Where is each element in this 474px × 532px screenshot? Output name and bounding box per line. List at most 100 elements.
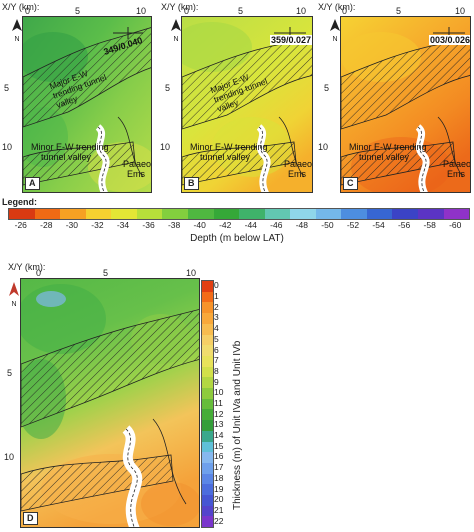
depth-colorbar-tick-label: -32 — [91, 220, 104, 230]
north-label-a: N — [14, 36, 20, 43]
north-arrow-a: N — [12, 18, 22, 43]
north-arrow-b: N — [171, 18, 181, 43]
x-tick-5-b: 5 — [238, 6, 244, 16]
north-label-b: N — [173, 36, 179, 43]
ems-label-a-2: Ems — [127, 169, 145, 179]
depth-colorbar-tick-label: -60 — [449, 220, 462, 230]
thickness-colorbar-tick-label: 1 — [214, 291, 219, 302]
y-tick-5-b: 5 — [165, 83, 171, 93]
depth-colorbar-swatch — [392, 209, 418, 219]
depth-colorbar-swatch — [162, 209, 188, 219]
depth-colorbar — [8, 208, 470, 220]
thickness-colorbar-tick-label: 2 — [214, 301, 219, 312]
thickness-colorbar-tick-label: 10 — [214, 387, 224, 398]
thickness-colorbar-swatch — [202, 452, 213, 463]
panel-letter-c: C — [343, 177, 358, 190]
minor-valley-label-c-1: Minor E-W trending — [349, 142, 427, 152]
north-label-d: N — [11, 301, 17, 308]
depth-colorbar-labels: -26 -28 -30 -32 -34 -36 -38 -40 -42 -44 -46 -48 -50 -… — [8, 220, 468, 232]
y-tick-5-d: 5 — [7, 368, 13, 378]
depth-colorbar-swatch — [60, 209, 86, 219]
north-arrow-c: N — [330, 18, 340, 43]
depth-colorbar-swatch — [111, 209, 137, 219]
thickness-colorbar-swatch — [202, 430, 213, 442]
thickness-colorbar — [201, 280, 214, 528]
thickness-colorbar-tick-label: 12 — [214, 408, 224, 419]
thickness-colorbar-tick-label: 7 — [214, 355, 219, 366]
x-tick-5-c: 5 — [396, 6, 402, 16]
thickness-colorbar-swatch — [202, 313, 213, 324]
thickness-colorbar-swatch — [202, 484, 213, 496]
depth-colorbar-tick-label: -48 — [295, 220, 309, 230]
thickness-colorbar-swatch — [202, 516, 213, 528]
thickness-colorbar-tick-label: 6 — [214, 344, 219, 355]
depth-map-b — [182, 17, 312, 192]
depth-colorbar-swatch — [239, 209, 265, 219]
thickness-colorbar-tick-label: 22 — [214, 515, 224, 526]
ems-label-b-2: Ems — [288, 169, 306, 179]
thickness-colorbar-swatch — [202, 291, 213, 303]
bearing-label-b: 359/0.027 — [270, 35, 312, 45]
y-tick-10-d: 10 — [4, 452, 15, 462]
thickness-colorbar-swatch — [202, 334, 213, 346]
thickness-colorbar-tick-label: 18 — [214, 472, 224, 483]
thickness-colorbar-swatch — [202, 473, 213, 485]
thickness-colorbar-tick-label: 5 — [214, 333, 219, 344]
depth-map-c — [341, 17, 470, 192]
map-panel-a: 349/0.040 Major E-W trending tunnel vall… — [22, 16, 152, 193]
thickness-colorbar-swatch — [202, 388, 213, 399]
thickness-colorbar-swatch — [202, 366, 213, 378]
depth-colorbar-tick-label: -26 — [14, 220, 27, 230]
thickness-colorbar-swatch — [202, 281, 213, 292]
thickness-colorbar-swatch — [202, 441, 213, 453]
thickness-colorbar-swatch — [202, 345, 213, 356]
depth-colorbar-tick-label: -50 — [321, 220, 334, 230]
thickness-colorbar-swatch — [202, 377, 213, 389]
north-arrow-icon — [12, 19, 22, 31]
minor-valley-label-a-1: Minor E-W trending — [31, 142, 109, 152]
minor-valley-label-a-2: tunnel valley — [41, 152, 92, 162]
xy-axis-label-a: X/Y (km): — [2, 2, 40, 12]
y-tick-10-b: 10 — [160, 142, 171, 152]
north-arrow-icon — [171, 19, 181, 31]
thickness-map-d — [21, 279, 199, 527]
map-panel-c: 003/0.026 Minor E-W trending tunnel vall… — [340, 16, 471, 193]
depth-colorbar-tick-label: -56 — [397, 220, 411, 230]
north-arrow-d: N — [9, 282, 19, 308]
depth-colorbar-tick-label: -40 — [193, 220, 206, 230]
depth-colorbar-tick-label: -30 — [65, 220, 79, 230]
panel-letter-a: A — [25, 177, 40, 190]
minor-valley-label-c-2: tunnel valley — [359, 152, 410, 162]
depth-colorbar-tick-label: -34 — [116, 220, 130, 230]
depth-colorbar-tick-label: -58 — [423, 220, 436, 230]
major-valley-outline-d — [21, 309, 199, 428]
depth-colorbar-tick-label: -42 — [219, 220, 232, 230]
ems-label-c-1: Palaeo- — [443, 159, 471, 169]
thickness-colorbar-tick-label: 14 — [214, 430, 224, 441]
major-valley-outline-c — [341, 37, 470, 130]
thickness-colorbar-swatch — [202, 323, 213, 335]
north-arrow-icon — [9, 282, 19, 296]
y-tick-5-a: 5 — [4, 83, 10, 93]
thickness-colorbar-tick-label: 11 — [214, 398, 223, 408]
depth-colorbar-tick-label: -52 — [346, 220, 360, 230]
thickness-colorbar-swatch — [202, 462, 213, 474]
thickness-colorbar-swatch — [202, 302, 213, 314]
thickness-colorbar-swatch — [202, 398, 213, 410]
y-tick-10-c: 10 — [318, 142, 329, 152]
legend-title: Legend: — [2, 197, 37, 207]
depth-colorbar-swatch — [264, 209, 291, 219]
ems-label-a-1: Palaeo- — [123, 159, 152, 169]
x-tick-0-d: 0 — [36, 268, 42, 278]
depth-colorbar-swatch — [315, 209, 342, 219]
north-arrow-icon — [330, 19, 340, 31]
thickness-colorbar-title: Thickness (m) of Unit IVa and Unit IVb — [232, 340, 243, 510]
depth-colorbar-swatch — [9, 209, 35, 219]
depth-colorbar-swatch — [290, 209, 316, 219]
minor-valley-label-b-2: tunnel valley — [200, 152, 251, 162]
depth-colorbar-swatch — [85, 209, 112, 219]
ems-label-b-1: Palaeo- — [284, 159, 313, 169]
panel-letter-b: B — [184, 177, 199, 190]
depth-colorbar-tick-label: -36 — [142, 220, 155, 230]
thickness-colorbar-tick-label: 4 — [214, 323, 219, 334]
